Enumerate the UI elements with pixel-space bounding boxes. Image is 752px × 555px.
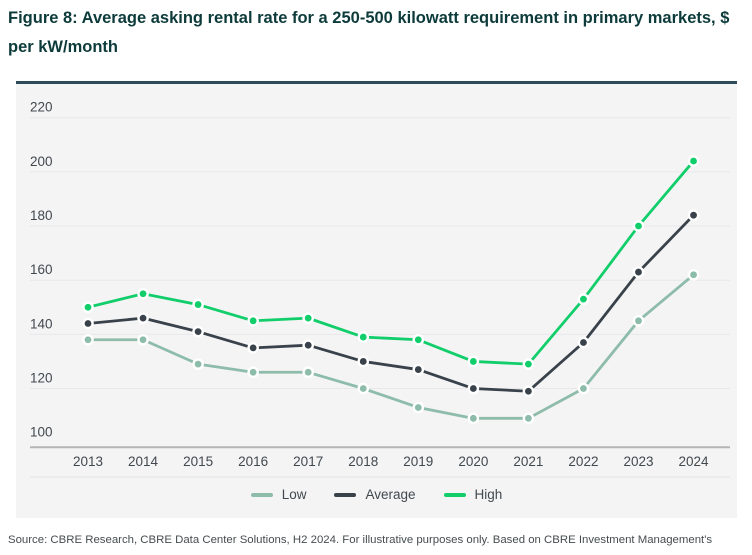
legend-item-low: Low [250,487,307,502]
data-point-low-2017 [302,366,315,379]
data-point-average-2024 [687,209,700,221]
source-note: Source: CBRE Research, CBRE Data Center … [8,534,713,546]
x-tick-label: 2018 [348,454,378,469]
y-tick-label: 140 [30,316,53,331]
data-point-high-2020 [467,355,480,368]
series-line-average [87,214,695,393]
data-point-high-2019 [412,333,425,346]
y-tick-label: 120 [30,371,53,386]
data-point-high-2017 [302,312,315,324]
y-tick-label: 160 [30,262,53,277]
x-tick-label: 2024 [679,454,710,469]
data-point-average-2016 [247,342,259,354]
data-point-average-2023 [632,266,645,278]
data-point-average-2021 [522,385,535,398]
data-point-average-2022 [577,336,590,349]
data-point-low-2016 [247,366,259,379]
x-tick-label: 2021 [513,454,543,469]
data-point-average-2020 [467,382,480,395]
x-tick-label: 2013 [73,454,103,469]
data-point-low-2021 [522,412,535,425]
figure-title-line2: per kW/month [8,38,118,56]
legend-label: High [474,487,503,502]
data-point-average-2018 [357,355,370,368]
legend-item-high: High [443,487,503,502]
figure-title-line1: Figure 8: Average asking rental rate for… [8,9,730,27]
x-tick-label: 2020 [458,454,488,469]
data-point-high-2022 [577,293,590,305]
legend-item-average: Average [334,487,416,502]
data-point-high-2023 [632,220,645,232]
x-tick-label: 2015 [183,454,213,469]
data-point-average-2015 [192,325,204,338]
data-point-low-2019 [412,401,425,414]
y-tick-label: 100 [30,425,53,440]
x-tick-label: 2019 [403,454,433,469]
legend-label: Average [365,487,416,502]
data-point-average-2019 [412,363,425,376]
y-tick-label: 220 [30,100,53,115]
data-point-low-2015 [192,358,204,370]
y-tick-label: 200 [30,154,53,169]
data-point-high-2024 [687,155,700,167]
x-tick-label: 2016 [238,454,268,469]
figure-title: Figure 8: Average asking rental rate for… [8,4,746,62]
legend-dash-icon [250,492,273,497]
data-point-high-2013 [82,301,94,314]
data-point-low-2020 [467,412,480,425]
series-line-high [87,160,695,366]
data-point-low-2023 [632,315,645,327]
data-point-low-2022 [577,382,590,395]
legend-dash-icon [443,492,466,497]
data-point-high-2014 [137,287,149,300]
x-tick-label: 2014 [128,454,159,469]
data-point-high-2015 [192,298,204,311]
x-tick-label: 2023 [623,454,653,469]
data-point-average-2013 [82,317,94,330]
chart-canvas: 220 200 180 160 140 120 100 2013 2014 2015 2016 201… [30,100,730,478]
data-point-high-2021 [522,358,535,370]
legend-label: Low [281,487,307,502]
data-point-low-2018 [357,382,370,395]
data-point-high-2016 [247,315,259,327]
data-point-low-2014 [137,333,149,346]
data-point-low-2024 [687,268,700,281]
legend-dash-icon [334,492,357,497]
x-tick-label: 2017 [293,454,323,469]
data-point-average-2014 [137,312,149,324]
series-line-low [88,273,695,420]
chart-legend: Low Average High [16,487,737,502]
data-point-average-2017 [302,339,315,351]
data-point-high-2018 [357,331,370,343]
y-tick-label: 180 [30,208,53,223]
chart-panel: 220 200 180 160 140 120 100 2013 2014 2015 2016 201… [16,81,737,518]
data-point-low-2013 [82,333,94,346]
x-tick-label: 2022 [568,454,598,469]
